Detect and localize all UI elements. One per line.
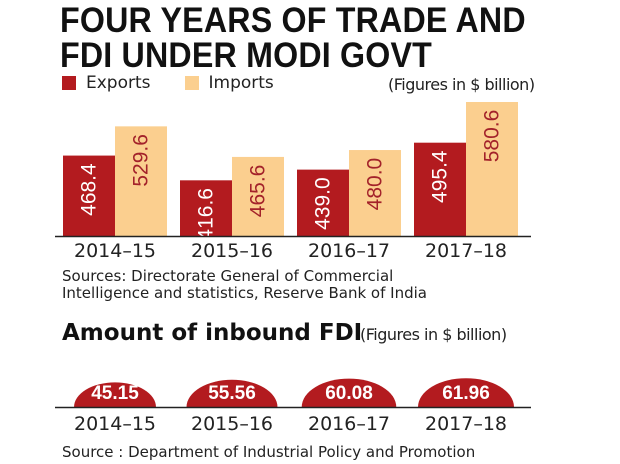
fdi-data-label-1: 55.56: [208, 383, 256, 404]
fdi-mark-2: [301, 378, 397, 407]
fdi-x-tick-label-1: 2015–16: [191, 413, 273, 435]
trade-source-note: Sources: Directorate General of Commerci…: [62, 268, 427, 302]
chart-title-line-1: FOUR YEARS OF TRADE AND: [60, 1, 526, 40]
trade-bar-chart: 468.4 529.6 2014–15 416.6 465.6 2015–16 439.0 4…: [55, 102, 531, 262]
fdi-units-note: (Figures in $ billion): [360, 325, 507, 344]
fdi-x-tick-label-0: 2014–15: [74, 413, 156, 435]
trade-legend: Exports Imports: [62, 73, 308, 93]
x-tick-label-3: 2017–18: [425, 240, 507, 262]
fdi-data-label-2: 60.08: [325, 383, 373, 404]
x-tick-label-2: 2016–17: [308, 240, 390, 262]
fdi-mark-3: [418, 378, 514, 407]
data-label-exports-2: 439.0: [312, 177, 335, 230]
legend-swatch-imports: [184, 76, 199, 90]
fdi-chart: 45.15 2014–15 55.56 2015–16 60.08 2016–17 61.9…: [55, 378, 531, 435]
fdi-x-tick-label-3: 2017–18: [425, 413, 507, 435]
bar-exports-1: [180, 180, 232, 236]
data-label-imports-2: 480.0: [364, 158, 387, 211]
trade-source-line-1: Sources: Directorate General of Commerci…: [62, 267, 394, 285]
data-label-imports-3: 580.6: [481, 110, 504, 163]
bar-imports-2: [349, 150, 401, 236]
x-tick-label-0: 2014–15: [74, 240, 156, 262]
bar-exports-2: [297, 169, 349, 236]
data-label-imports-0: 529.6: [130, 134, 153, 187]
legend-item-imports: Imports: [184, 73, 274, 93]
x-tick-label-1: 2015–16: [191, 240, 273, 262]
bar-imports-1: [232, 156, 284, 236]
legend-swatch-exports: [62, 76, 76, 90]
fdi-data-label-0: 45.15: [91, 383, 139, 404]
fdi-chart-title: Amount of inbound FDI: [62, 320, 363, 346]
data-label-exports-3: 495.4: [429, 150, 452, 203]
fdi-source-note: Source : Department of Industrial Policy…: [62, 443, 476, 461]
bar-imports-0: [115, 126, 167, 236]
fdi-data-label-3: 61.96: [442, 383, 490, 404]
data-label-imports-1: 465.6: [247, 165, 270, 218]
data-label-exports-1: 416.6: [195, 188, 218, 241]
bar-exports-0: [63, 155, 115, 236]
fdi-x-tick-label-2: 2016–17: [308, 413, 390, 435]
bar-imports-3: [466, 102, 518, 236]
trade-units-note: (Figures in $ billion): [388, 75, 535, 94]
legend-item-exports: Exports: [62, 73, 151, 93]
bar-exports-3: [414, 142, 466, 236]
trade-source-line-2: Intelligence and statistics, Reserve Ban…: [62, 284, 427, 302]
data-label-exports-0: 468.4: [78, 163, 101, 216]
legend-label-exports: Exports: [86, 73, 151, 93]
fdi-mark-0: [74, 382, 156, 407]
fdi-mark-1: [186, 379, 278, 407]
legend-label-imports: Imports: [208, 73, 274, 93]
chart-title-line-2: FDI UNDER MODI GOVT: [60, 36, 433, 75]
